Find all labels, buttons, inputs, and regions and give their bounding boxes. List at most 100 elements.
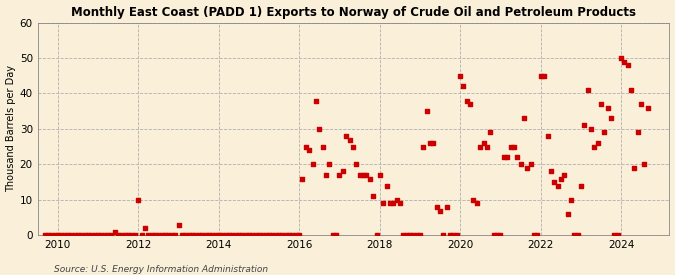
- Point: [387, 201, 398, 206]
- Point: [294, 233, 304, 238]
- Point: [411, 233, 422, 238]
- Point: [455, 73, 466, 78]
- Point: [193, 233, 204, 238]
- Point: [381, 183, 392, 188]
- Point: [82, 233, 93, 238]
- Point: [65, 233, 76, 238]
- Point: [140, 226, 151, 230]
- Point: [472, 201, 483, 206]
- Point: [515, 162, 526, 167]
- Point: [616, 56, 626, 60]
- Point: [512, 155, 522, 160]
- Point: [267, 233, 277, 238]
- Point: [123, 233, 134, 238]
- Point: [568, 233, 579, 238]
- Point: [639, 162, 650, 167]
- Point: [217, 233, 227, 238]
- Point: [300, 144, 311, 149]
- Point: [86, 233, 97, 238]
- Point: [317, 144, 328, 149]
- Point: [307, 162, 318, 167]
- Point: [213, 233, 224, 238]
- Point: [196, 233, 207, 238]
- Point: [358, 173, 369, 177]
- Point: [448, 233, 459, 238]
- Point: [220, 233, 231, 238]
- Point: [529, 233, 539, 238]
- Point: [297, 176, 308, 181]
- Point: [367, 194, 378, 199]
- Point: [170, 233, 181, 238]
- Point: [116, 233, 127, 238]
- Point: [431, 205, 442, 209]
- Point: [166, 233, 177, 238]
- Point: [425, 141, 435, 145]
- Point: [572, 233, 583, 238]
- Point: [428, 141, 439, 145]
- Point: [586, 127, 597, 131]
- Point: [143, 233, 154, 238]
- Point: [146, 233, 157, 238]
- Point: [99, 233, 110, 238]
- Point: [277, 233, 288, 238]
- Point: [150, 233, 161, 238]
- Point: [468, 198, 479, 202]
- Point: [559, 173, 570, 177]
- Point: [402, 233, 412, 238]
- Point: [256, 233, 267, 238]
- Point: [274, 233, 285, 238]
- Point: [392, 198, 402, 202]
- Point: [250, 233, 261, 238]
- Point: [163, 233, 174, 238]
- Point: [595, 102, 606, 106]
- Point: [113, 233, 124, 238]
- Point: [291, 233, 302, 238]
- Point: [492, 233, 503, 238]
- Point: [240, 233, 251, 238]
- Point: [632, 130, 643, 135]
- Point: [183, 233, 194, 238]
- Point: [435, 208, 446, 213]
- Point: [341, 134, 352, 138]
- Point: [532, 233, 543, 238]
- Point: [186, 233, 197, 238]
- Point: [173, 222, 184, 227]
- Point: [626, 88, 637, 92]
- Point: [230, 233, 241, 238]
- Point: [418, 144, 429, 149]
- Point: [478, 141, 489, 145]
- Point: [605, 116, 616, 120]
- Point: [43, 233, 53, 238]
- Point: [348, 144, 358, 149]
- Point: [518, 116, 529, 120]
- Point: [562, 212, 573, 216]
- Point: [452, 233, 462, 238]
- Point: [542, 134, 553, 138]
- Point: [475, 144, 486, 149]
- Point: [354, 173, 365, 177]
- Point: [314, 127, 325, 131]
- Point: [578, 123, 589, 128]
- Point: [465, 102, 476, 106]
- Point: [502, 155, 513, 160]
- Point: [223, 233, 234, 238]
- Point: [375, 173, 385, 177]
- Point: [482, 144, 493, 149]
- Point: [583, 88, 593, 92]
- Point: [535, 73, 546, 78]
- Point: [371, 233, 382, 238]
- Point: [287, 233, 298, 238]
- Point: [458, 84, 469, 89]
- Point: [566, 198, 576, 202]
- Point: [508, 144, 519, 149]
- Point: [39, 233, 50, 238]
- Point: [438, 233, 449, 238]
- Point: [327, 233, 338, 238]
- Point: [636, 102, 647, 106]
- Point: [576, 183, 587, 188]
- Point: [498, 155, 509, 160]
- Point: [247, 233, 258, 238]
- Point: [324, 162, 335, 167]
- Point: [92, 233, 103, 238]
- Point: [72, 233, 83, 238]
